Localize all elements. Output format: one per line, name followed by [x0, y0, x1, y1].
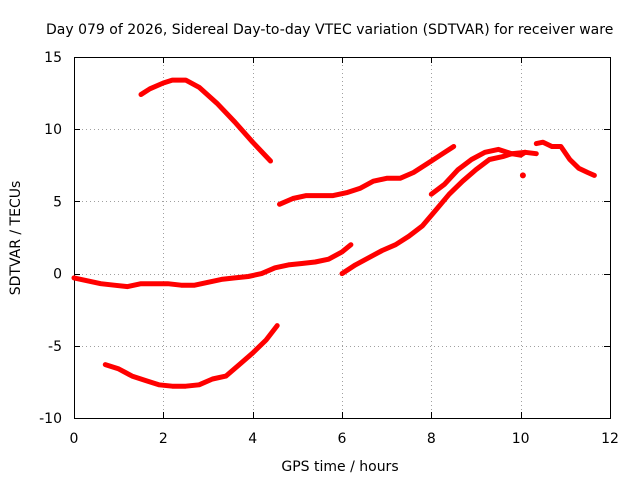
- series-arc-g: [533, 139, 597, 178]
- x-tick-label: 0: [70, 431, 79, 447]
- data-point: [519, 172, 526, 179]
- x-axis-label: GPS time / hours: [281, 459, 398, 475]
- y-tick-label: 10: [44, 122, 62, 138]
- x-tick-label: 8: [427, 431, 436, 447]
- y-tick-label: -10: [39, 411, 62, 427]
- chart-title: Day 079 of 2026, Sidereal Day-to-day VTE…: [46, 22, 613, 38]
- series-arc-d: [277, 144, 457, 207]
- x-tick-label: 6: [338, 431, 347, 447]
- series-arc-c: [102, 323, 280, 389]
- x-tick-label: 2: [159, 431, 168, 447]
- y-tick-label: -5: [48, 339, 62, 355]
- y-tick-label: 0: [53, 267, 62, 283]
- data-series: [71, 77, 597, 389]
- y-tick-label: 15: [44, 50, 62, 66]
- x-tick-label: 4: [248, 431, 257, 447]
- grid: [74, 57, 610, 418]
- series-arc-f: [428, 146, 539, 197]
- x-tick-label: 12: [601, 431, 619, 447]
- series-arc-b: [138, 77, 273, 164]
- y-axis-label: SDTVAR / TECUs: [8, 181, 24, 296]
- series-arc-e: [339, 149, 528, 277]
- y-tick-label: 5: [53, 194, 62, 210]
- x-tick-label: 10: [512, 431, 530, 447]
- axis-ticks: 0 2 4 6 8 10 12 -10 -5 0 5 10 15: [39, 50, 619, 447]
- series-arc-a: [71, 242, 354, 290]
